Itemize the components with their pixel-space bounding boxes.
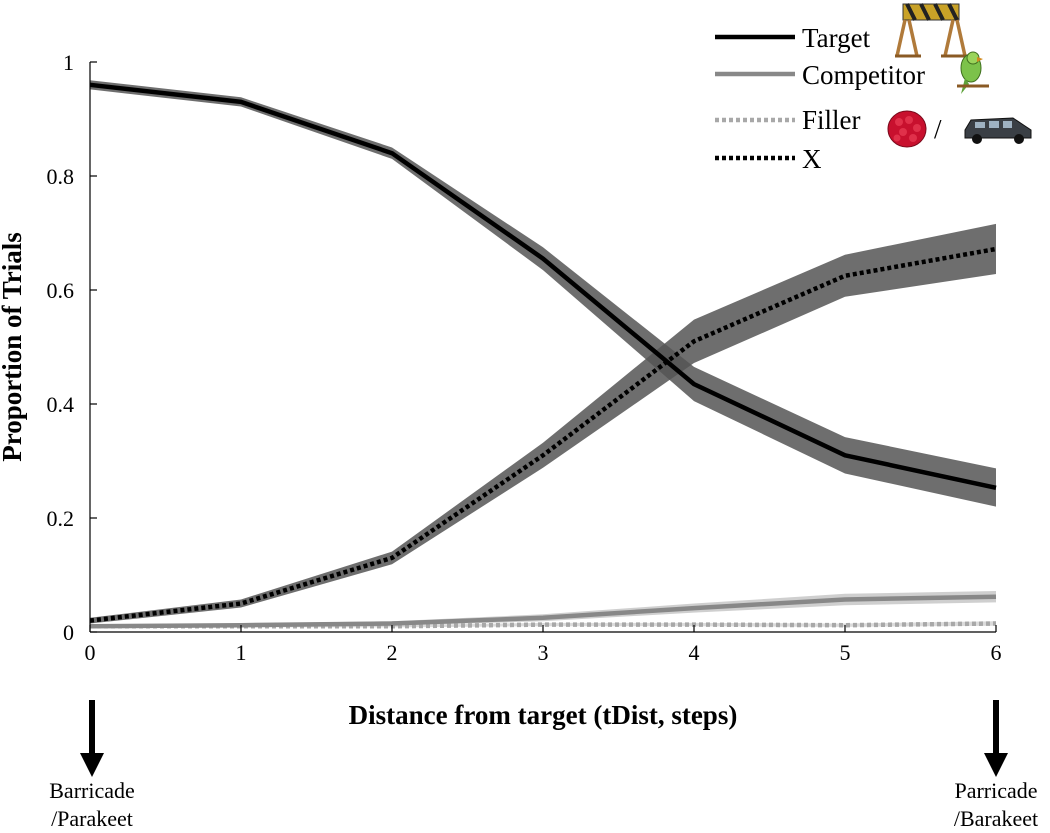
legend-separator: / — [934, 114, 942, 144]
y-tick-label: 0.4 — [47, 392, 75, 417]
x-tick-label: 1 — [236, 640, 247, 665]
parakeet-icon — [957, 51, 989, 94]
left-endpoint-label-2: /Parakeet — [51, 806, 133, 831]
y-tick-label: 0.8 — [47, 164, 75, 189]
x-tick-label: 4 — [689, 640, 700, 665]
barricade-icon — [895, 3, 967, 58]
y-tick-label: 0.6 — [47, 278, 75, 303]
band-competitor — [90, 591, 996, 628]
x-tick-label: 2 — [387, 640, 398, 665]
axes — [89, 62, 996, 633]
series-line-x — [89, 246, 997, 623]
legend-label-filler: Filler — [802, 105, 861, 135]
x-tick-label: 6 — [991, 640, 1002, 665]
series-lines — [89, 82, 997, 629]
series-line-competitor — [89, 594, 997, 629]
confidence-bands — [90, 80, 996, 628]
legend-label-competitor: Competitor — [802, 60, 925, 90]
series-line-target — [89, 82, 997, 490]
right-endpoint-label-1: Parricade — [954, 778, 1037, 803]
y-tick-label: 1 — [63, 50, 74, 75]
axis-ticks: 0 1 2 3 4 5 6 0 0.2 0.4 0.6 0.8 1 — [47, 50, 1002, 665]
y-axis-label: Proportion of Trials — [0, 232, 27, 462]
left-endpoint-label-1: Barricade — [49, 778, 135, 803]
x-tick-label: 3 — [538, 640, 549, 665]
y-tick-label: 0 — [63, 620, 74, 645]
x-tick-label: 5 — [840, 640, 851, 665]
raspberry-icon — [887, 110, 927, 148]
band-target — [90, 80, 996, 507]
band-x — [90, 223, 996, 624]
limousine-icon — [964, 117, 1032, 144]
x-tick-label: 0 — [85, 640, 96, 665]
legend-label-x: X — [802, 144, 822, 174]
y-tick-label: 0.2 — [47, 506, 75, 531]
x-axis-label: Distance from target (tDist, steps) — [349, 700, 738, 730]
legend: Target Competitor Filler / X — [715, 23, 942, 174]
right-endpoint-label-2: /Barakeet — [954, 806, 1038, 831]
legend-label-target: Target — [802, 23, 871, 53]
